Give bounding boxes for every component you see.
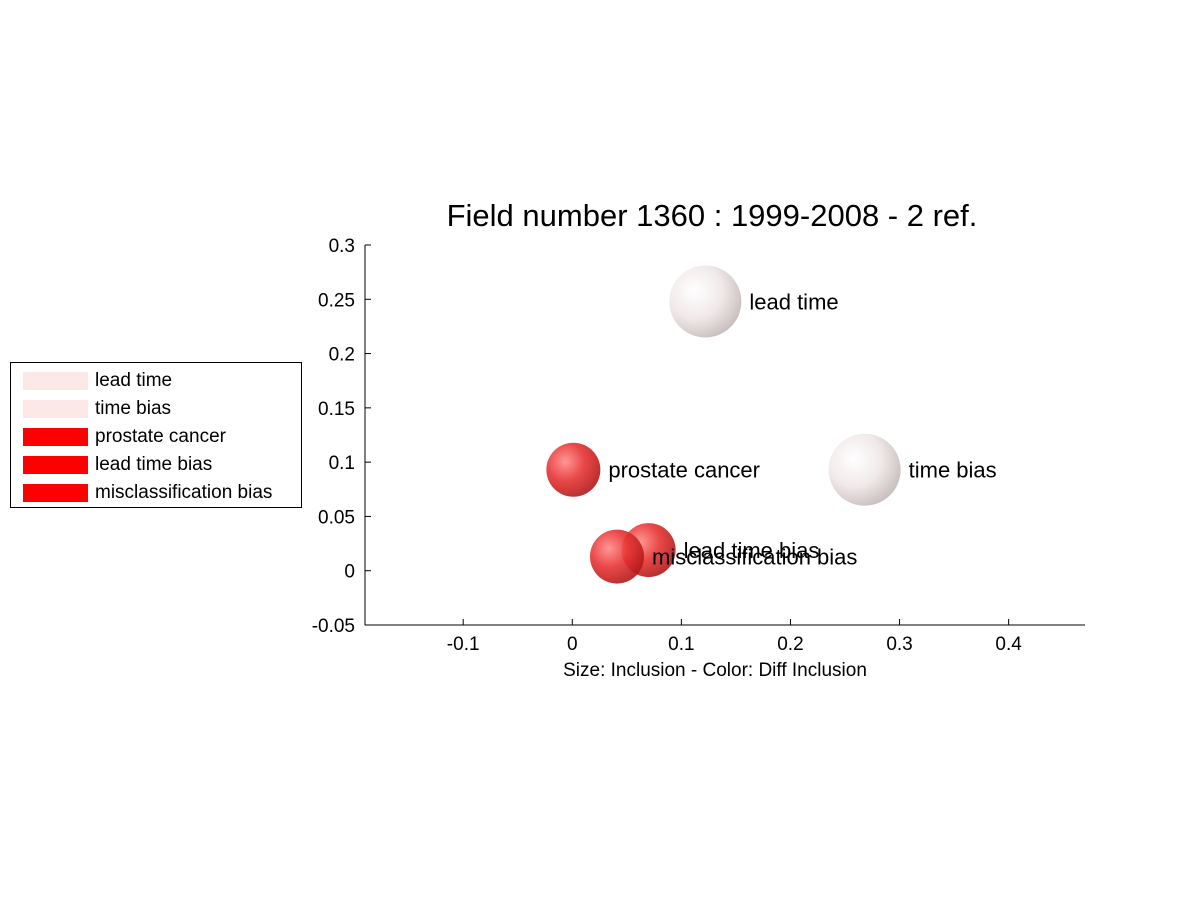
legend-item: lead time [23, 370, 172, 392]
legend-item: prostate cancer [23, 426, 226, 448]
legend-swatch [23, 484, 88, 502]
x-tick-label: 0.2 [777, 634, 803, 655]
point-label: time bias [909, 458, 997, 483]
y-tick-label: 0.3 [329, 236, 355, 257]
y-tick-label: 0.05 [318, 507, 355, 528]
legend-swatch [23, 372, 88, 390]
y-tick-label: 0.2 [329, 345, 355, 366]
x-tick-label: 0.3 [886, 634, 912, 655]
x-tick-label: -0.1 [447, 634, 480, 655]
x-tick-label: 0 [567, 634, 578, 655]
legend: lead time time bias prostate cancer lead ti… [10, 362, 302, 508]
chart-title: Field number 1360 : 1999-2008 - 2 ref. [447, 198, 978, 233]
marker-lead-time [669, 265, 742, 338]
marker-misclassification-bias [590, 529, 644, 584]
legend-label: misclassification bias [95, 482, 273, 503]
y-tick-label: 0.15 [318, 399, 355, 420]
legend-swatch [23, 400, 88, 418]
legend-swatch [23, 456, 88, 474]
x-tick-label: 0.4 [995, 634, 1022, 655]
legend-swatch [23, 428, 88, 446]
y-tick-label: 0.1 [329, 453, 355, 474]
x-tick-label: 0.1 [668, 634, 694, 655]
legend-item: lead time bias [23, 454, 212, 476]
y-tick-label: 0.25 [318, 290, 355, 311]
y-tick-label: 0 [344, 562, 355, 583]
point-label: lead time bias [684, 538, 820, 563]
point-label: lead time [749, 289, 838, 314]
legend-label: prostate cancer [95, 426, 226, 447]
marker-time-bias [828, 433, 901, 506]
y-tick-label: -0.05 [312, 616, 355, 637]
x-axis-label: Size: Inclusion - Color: Diff Inclusion [563, 660, 867, 681]
legend-label: time bias [95, 398, 172, 419]
legend-label: lead time bias [95, 454, 213, 475]
legend-item: time bias [23, 398, 171, 420]
legend-label: lead time [95, 370, 173, 391]
point-label: prostate cancer [608, 458, 760, 483]
marker-prostate-cancer [546, 442, 601, 497]
legend-item: misclassification bias [23, 482, 272, 504]
point-label: misclassification bias [652, 545, 857, 570]
